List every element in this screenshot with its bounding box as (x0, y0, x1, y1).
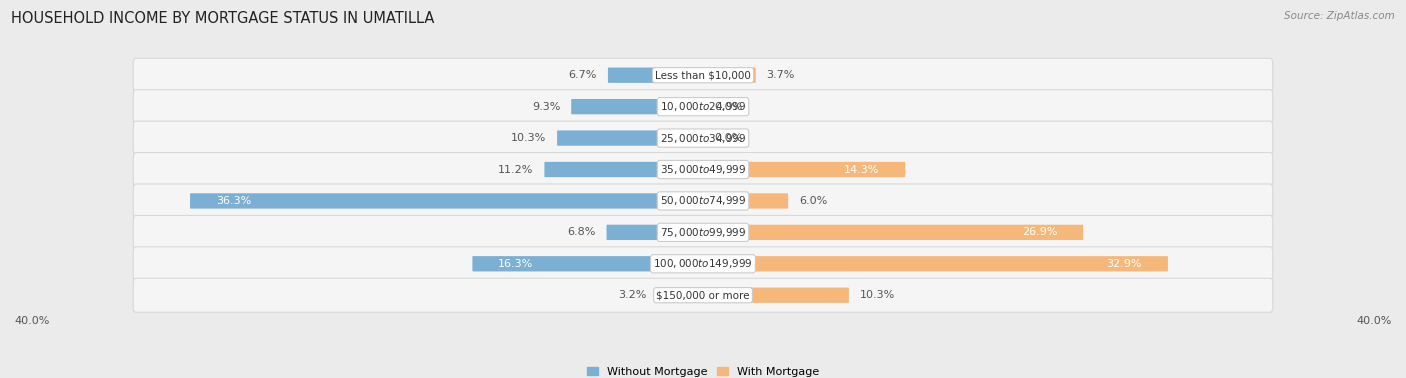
FancyBboxPatch shape (703, 256, 1168, 271)
Text: Source: ZipAtlas.com: Source: ZipAtlas.com (1284, 11, 1395, 21)
FancyBboxPatch shape (190, 193, 703, 209)
Text: 6.8%: 6.8% (568, 227, 596, 237)
Text: 26.9%: 26.9% (1022, 227, 1057, 237)
FancyBboxPatch shape (557, 130, 703, 146)
FancyBboxPatch shape (134, 247, 1272, 281)
Text: Less than $10,000: Less than $10,000 (655, 70, 751, 80)
FancyBboxPatch shape (607, 68, 703, 83)
FancyBboxPatch shape (472, 256, 703, 271)
Text: 14.3%: 14.3% (844, 164, 880, 175)
Text: 40.0%: 40.0% (14, 316, 49, 326)
Text: 3.7%: 3.7% (766, 70, 794, 80)
Text: $100,000 to $149,999: $100,000 to $149,999 (654, 257, 752, 270)
FancyBboxPatch shape (703, 288, 849, 303)
FancyBboxPatch shape (134, 215, 1272, 249)
Text: 40.0%: 40.0% (1357, 316, 1392, 326)
Text: 6.0%: 6.0% (799, 196, 827, 206)
Text: 16.3%: 16.3% (498, 259, 533, 269)
FancyBboxPatch shape (703, 225, 1083, 240)
FancyBboxPatch shape (134, 58, 1272, 92)
Text: $75,000 to $99,999: $75,000 to $99,999 (659, 226, 747, 239)
Text: 10.3%: 10.3% (510, 133, 547, 143)
FancyBboxPatch shape (134, 90, 1272, 124)
FancyBboxPatch shape (544, 162, 703, 177)
Text: 0.0%: 0.0% (714, 102, 742, 112)
Text: 36.3%: 36.3% (217, 196, 252, 206)
Text: $25,000 to $34,999: $25,000 to $34,999 (659, 132, 747, 144)
Text: $50,000 to $74,999: $50,000 to $74,999 (659, 194, 747, 208)
FancyBboxPatch shape (134, 184, 1272, 218)
Text: 3.2%: 3.2% (619, 290, 647, 300)
FancyBboxPatch shape (703, 68, 755, 83)
FancyBboxPatch shape (571, 99, 703, 114)
FancyBboxPatch shape (703, 162, 905, 177)
Text: $10,000 to $24,999: $10,000 to $24,999 (659, 100, 747, 113)
Text: $35,000 to $49,999: $35,000 to $49,999 (659, 163, 747, 176)
Text: $150,000 or more: $150,000 or more (657, 290, 749, 300)
FancyBboxPatch shape (606, 225, 703, 240)
Text: 9.3%: 9.3% (531, 102, 561, 112)
FancyBboxPatch shape (134, 153, 1272, 186)
FancyBboxPatch shape (658, 288, 703, 303)
Text: HOUSEHOLD INCOME BY MORTGAGE STATUS IN UMATILLA: HOUSEHOLD INCOME BY MORTGAGE STATUS IN U… (11, 11, 434, 26)
Legend: Without Mortgage, With Mortgage: Without Mortgage, With Mortgage (582, 362, 824, 378)
Text: 10.3%: 10.3% (859, 290, 896, 300)
Text: 32.9%: 32.9% (1107, 259, 1142, 269)
Text: 6.7%: 6.7% (569, 70, 598, 80)
Text: 0.0%: 0.0% (714, 133, 742, 143)
Text: 11.2%: 11.2% (498, 164, 534, 175)
FancyBboxPatch shape (703, 193, 789, 209)
FancyBboxPatch shape (134, 278, 1272, 312)
FancyBboxPatch shape (134, 121, 1272, 155)
